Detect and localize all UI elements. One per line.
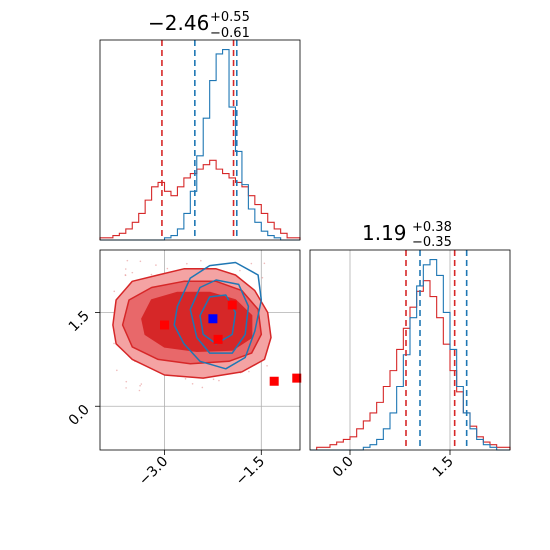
- contour-scatter-point: [200, 259, 202, 262]
- contour-scatter-point: [113, 342, 115, 345]
- contour-scatter-point: [124, 274, 127, 276]
- contour-scatter-point: [139, 384, 141, 387]
- contour-scatter-point: [125, 387, 127, 389]
- contour-markers: [160, 300, 302, 386]
- contour-y-tick-label-1: 1.5: [66, 308, 93, 335]
- panel-2-frame: [309, 249, 511, 451]
- panel-2-x-tick-label-0: 0.0: [330, 454, 357, 481]
- contour-scatter-point: [131, 271, 134, 274]
- red-marker-3: [269, 376, 279, 386]
- panel-2-x-tick-label-1: 1.5: [430, 454, 457, 481]
- panel-1-title-sub: −0.61: [210, 26, 250, 41]
- contour-scatter-point: [166, 267, 169, 270]
- contour-y-ticks: 0.0 1.5: [66, 308, 100, 429]
- contour-scatter-point: [239, 269, 241, 272]
- contour-scatter-point: [212, 378, 215, 381]
- panel-1-histogram-series-0: [99, 159, 301, 240]
- contour-x-tick-label-1: −1.5: [233, 454, 268, 489]
- contour-scatter-point: [186, 262, 188, 265]
- red-marker-1: [227, 300, 237, 310]
- panel-1-title: −2.46: [148, 11, 209, 35]
- contour-scatter-point: [201, 386, 204, 389]
- histogram-panel-1: −2.46 +0.55 −0.61: [99, 10, 301, 241]
- contour-scatter-point: [261, 276, 264, 279]
- contour-scatter-point: [139, 260, 142, 263]
- panel-2-histogram-series-1: [310, 258, 510, 451]
- panel-1-frame: [99, 39, 301, 241]
- panel-2-quantile-lines: [405, 250, 468, 450]
- contour-blue-level-2: [199, 294, 237, 345]
- contour-scatter-point: [150, 273, 153, 276]
- contour-scatter-point: [191, 382, 194, 385]
- contour-frame: [99, 249, 301, 451]
- histogram-panel-2: 1.19 +0.38 −0.35 0.0 1.5: [309, 220, 511, 481]
- contour-scatter-point: [155, 264, 157, 266]
- blue-marker-0: [208, 314, 218, 324]
- panel-2-title-sup: +0.38: [412, 220, 452, 235]
- panel-2-histogram-series-0: [310, 280, 511, 451]
- contour-scatter-point: [125, 380, 128, 383]
- panel-1-title-sup: +0.55: [210, 10, 250, 25]
- contour-blue-levels: [173, 261, 263, 370]
- contour-x-tick-label-0: −3.0: [136, 454, 171, 489]
- contour-scatter-point: [266, 365, 268, 367]
- contour-scatter-point: [218, 379, 220, 382]
- contour-red-levels: [112, 268, 272, 379]
- contour-scatter-point: [263, 262, 266, 265]
- contour-scatter-point: [248, 370, 250, 373]
- contour-scatter-point: [124, 268, 127, 270]
- contour-y-tick-label-0: 0.0: [66, 402, 93, 429]
- contour-blue-level-0: [173, 261, 263, 370]
- contour-red-level-2: [141, 291, 253, 353]
- panel-1-quantile-lines: [161, 40, 238, 240]
- contour-scatter-point: [250, 262, 253, 265]
- contour-scatter-point: [113, 290, 116, 293]
- contour-scatter-point: [138, 389, 141, 392]
- red-marker-4: [292, 373, 302, 383]
- panel-2-title-sub: −0.35: [412, 235, 452, 250]
- panel-1-histograms: [99, 48, 301, 241]
- contour-scatter-point: [184, 377, 187, 380]
- contour-blue-level-1: [189, 279, 250, 354]
- panel-1-histogram-series-1: [100, 48, 300, 241]
- panel-2-x-ticks: 0.0 1.5: [330, 450, 457, 481]
- contour-scatter-point: [116, 369, 118, 372]
- red-marker-2: [213, 334, 223, 344]
- contour-scatter-point: [140, 383, 143, 385]
- panel-2-histograms: [310, 258, 511, 451]
- red-marker-0: [160, 320, 170, 330]
- contour-x-ticks: −3.0 −1.5: [136, 450, 268, 489]
- contour-scatter-point: [126, 259, 129, 262]
- panel-2-title: 1.19: [362, 221, 407, 245]
- contour-panel: −3.0 −1.5 0.0 1.5: [66, 249, 302, 489]
